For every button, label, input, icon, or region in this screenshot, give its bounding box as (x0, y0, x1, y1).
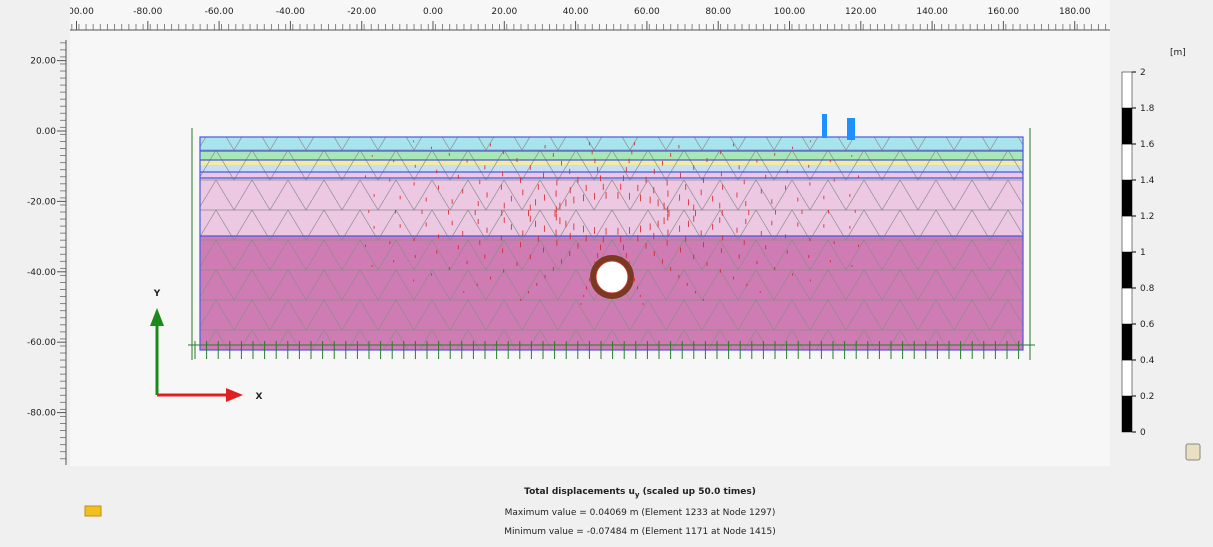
load (847, 118, 855, 140)
y-ruler-label: -40.00 (27, 268, 56, 278)
lock-button[interactable] (1186, 444, 1200, 460)
legend-icon[interactable] (85, 506, 101, 516)
legend-band (1122, 360, 1132, 396)
legend-label: 0.2 (1140, 392, 1154, 402)
legend-label: 1.8 (1140, 104, 1155, 114)
legend-band (1122, 324, 1132, 360)
legend-label: 0 (1140, 428, 1146, 438)
load (822, 114, 827, 138)
x-axis-label: X (256, 392, 263, 402)
x-ruler-label: 180.00 (1059, 7, 1091, 17)
x-ruler-label: 100.00 (774, 7, 806, 17)
x-ruler-label: -40.00 (276, 7, 305, 17)
mesh (200, 137, 1023, 350)
min-value: Minimum value = -0.07484 m (Element 1171… (504, 527, 775, 537)
x-ruler-label: 0.00 (423, 7, 443, 17)
x-ruler-label: 140.00 (916, 7, 948, 17)
x-ruler-label: 120.00 (845, 7, 877, 17)
x-ruler-label: -20.00 (347, 7, 376, 17)
y-ruler-label: -80.00 (27, 409, 56, 419)
x-ruler-label: 60.00 (634, 7, 660, 17)
y-ruler-label: 0.00 (36, 127, 56, 137)
y-axis-label: Y (153, 289, 161, 299)
tunnel (596, 261, 628, 293)
legend-label: 1.6 (1140, 140, 1155, 150)
x-ruler-label: -100.00 (59, 7, 94, 17)
x-ruler-label: 160.00 (988, 7, 1020, 17)
legend-band (1122, 288, 1132, 324)
legend-label: 0.6 (1140, 320, 1155, 330)
legend-label: 2 (1140, 68, 1146, 78)
model (188, 114, 1035, 360)
legend-band (1122, 144, 1132, 180)
y-ruler-label: 20.00 (30, 57, 56, 67)
plaxis-output: -100.00-80.00-60.00-40.00-20.000.0020.00… (0, 0, 1213, 543)
x-ruler-minor (70, 24, 1110, 30)
legend-unit: [m] (1170, 48, 1186, 58)
x-ruler-label: -80.00 (133, 7, 162, 17)
legend-label: 1.2 (1140, 212, 1154, 222)
page: -100.00-80.00-60.00-40.00-20.000.0020.00… (0, 0, 1213, 543)
legend-band (1122, 180, 1132, 216)
legend-band (1122, 252, 1132, 288)
legend-label: 1 (1140, 248, 1146, 258)
legend-label: 0.4 (1140, 356, 1155, 366)
legend-label: 0.8 (1140, 284, 1155, 294)
y-ruler-minor (60, 40, 66, 465)
legend-band (1122, 396, 1132, 432)
max-value: Maximum value = 0.04069 m (Element 1233 … (505, 508, 776, 518)
title: Total displacements u (524, 487, 635, 497)
caption-title: Total displacements uy (scaled up 50.0 t… (524, 487, 756, 499)
x-ruler-label: 80.00 (705, 7, 731, 17)
y-ruler-label: -20.00 (27, 197, 56, 207)
x-ruler-label: 40.00 (563, 7, 589, 17)
legend-label: 1.4 (1140, 176, 1155, 186)
x-ruler-label: -60.00 (205, 7, 234, 17)
title-suffix: (scaled up 50.0 times) (639, 487, 755, 497)
legend-band (1122, 72, 1132, 108)
legend-band (1122, 108, 1132, 144)
y-ruler-label: -60.00 (27, 338, 56, 348)
legend-band (1122, 216, 1132, 252)
x-ruler-label: 20.00 (491, 7, 517, 17)
